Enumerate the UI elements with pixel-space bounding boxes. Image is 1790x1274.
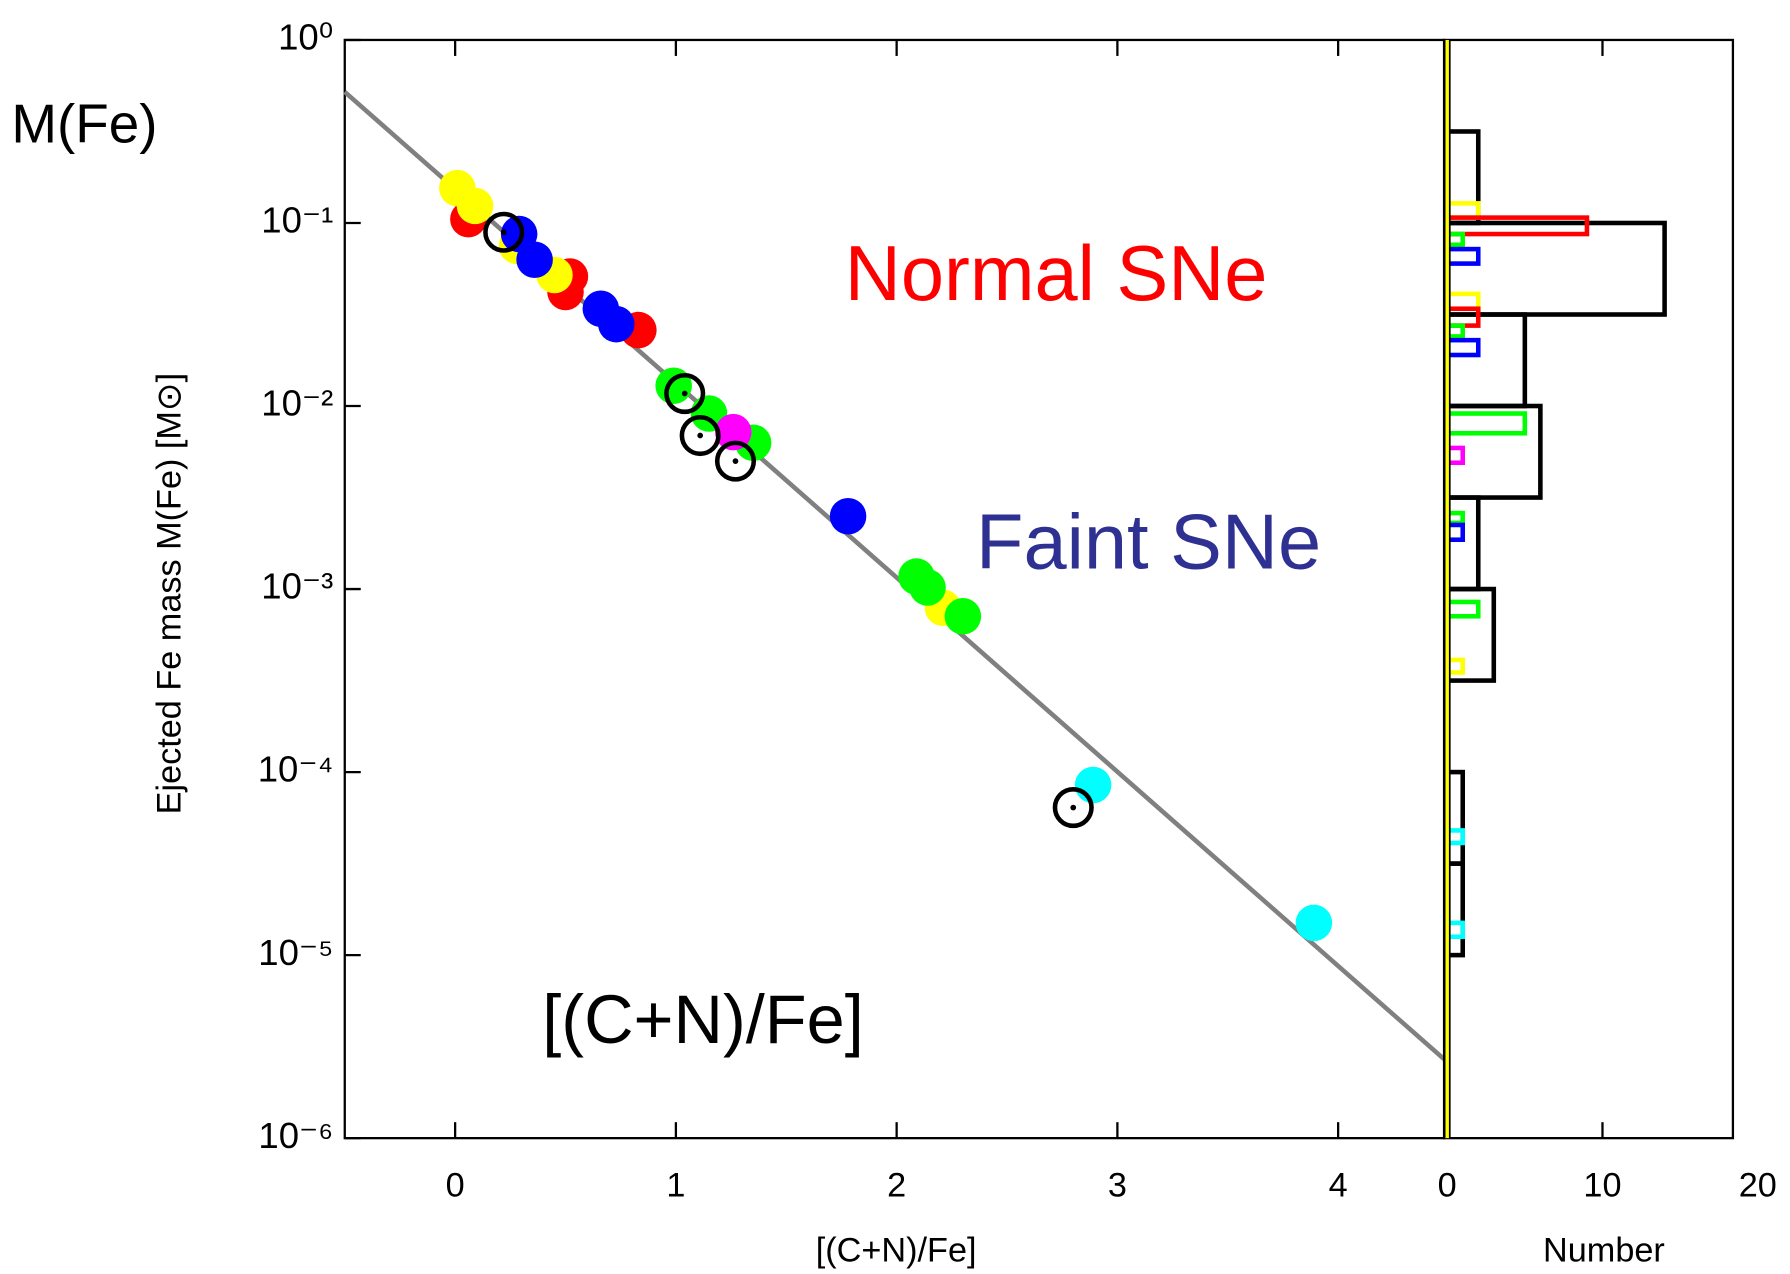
point	[1052, 787, 1094, 829]
x-tick-label: 4	[1329, 1166, 1348, 1204]
point-center	[697, 432, 704, 439]
annotation: Faint SNe	[976, 499, 1321, 585]
annotation: M(Fe)	[11, 92, 157, 154]
x-tick-label: 0	[446, 1166, 465, 1204]
x-tick-label: 3	[1108, 1166, 1127, 1204]
point	[829, 497, 867, 535]
point	[655, 367, 692, 405]
point	[714, 440, 757, 482]
point	[598, 305, 635, 343]
point	[456, 187, 494, 225]
x-tick-label: 20	[1739, 1166, 1777, 1204]
point-center	[732, 458, 739, 464]
point-center	[1070, 804, 1077, 811]
y-tick-label: 10⁻⁶	[258, 1115, 333, 1156]
x-axis-label: Number	[1543, 1231, 1665, 1269]
point	[1074, 766, 1112, 804]
point	[679, 414, 721, 457]
point	[516, 241, 553, 278]
point	[715, 413, 752, 451]
y-tick-label: 10⁻¹	[261, 200, 333, 241]
y-axis-label: Ejected Fe mass M(Fe) [M⊙]	[150, 373, 188, 814]
point	[909, 569, 946, 606]
annotation: [(C+N)/Fe]	[542, 981, 864, 1058]
y-tick-label: 10⁻³	[261, 566, 333, 607]
point-center	[681, 390, 688, 397]
x-tick-label: 0	[1438, 1166, 1457, 1204]
x-tick-label: 2	[887, 1166, 906, 1204]
point-center	[500, 229, 507, 236]
x-tick-label: 10	[1583, 1166, 1621, 1204]
x-tick-label: 1	[666, 1166, 685, 1204]
point	[664, 372, 706, 415]
x-axis-label: [(C+N)/Fe]	[816, 1231, 977, 1269]
point	[944, 598, 982, 635]
point	[1295, 904, 1333, 942]
y-tick-label: 10⁻⁴	[258, 749, 334, 790]
y-tick-label: 10⁻²	[261, 383, 333, 424]
y-tick-label: 10⁻⁵	[258, 932, 333, 973]
annotation: Normal SNe	[845, 231, 1268, 317]
y-tick-label: 10⁰	[278, 17, 333, 58]
point	[483, 211, 525, 253]
